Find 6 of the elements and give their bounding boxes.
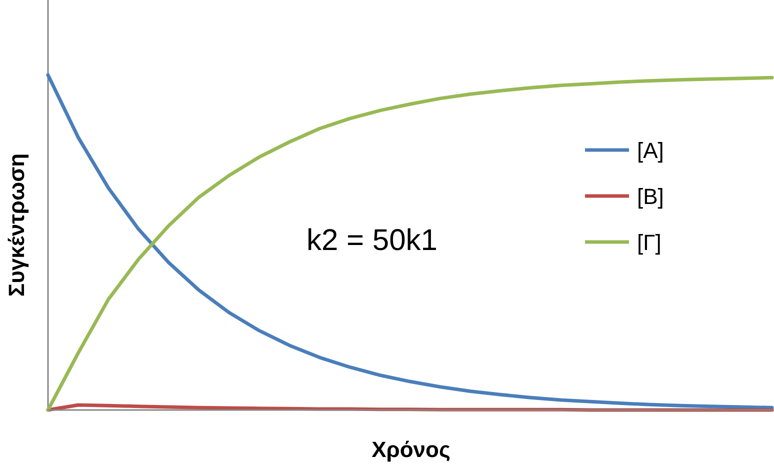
legend-label: [Β] (637, 184, 664, 209)
legend-label: [Γ] (637, 230, 662, 255)
annotation: k2 = 50k1 (306, 224, 438, 257)
x-axis-title: Χρόνος (372, 437, 450, 462)
y-axis-title: Συγκέντρωση (4, 153, 29, 297)
legend-label: [Α] (637, 138, 664, 163)
